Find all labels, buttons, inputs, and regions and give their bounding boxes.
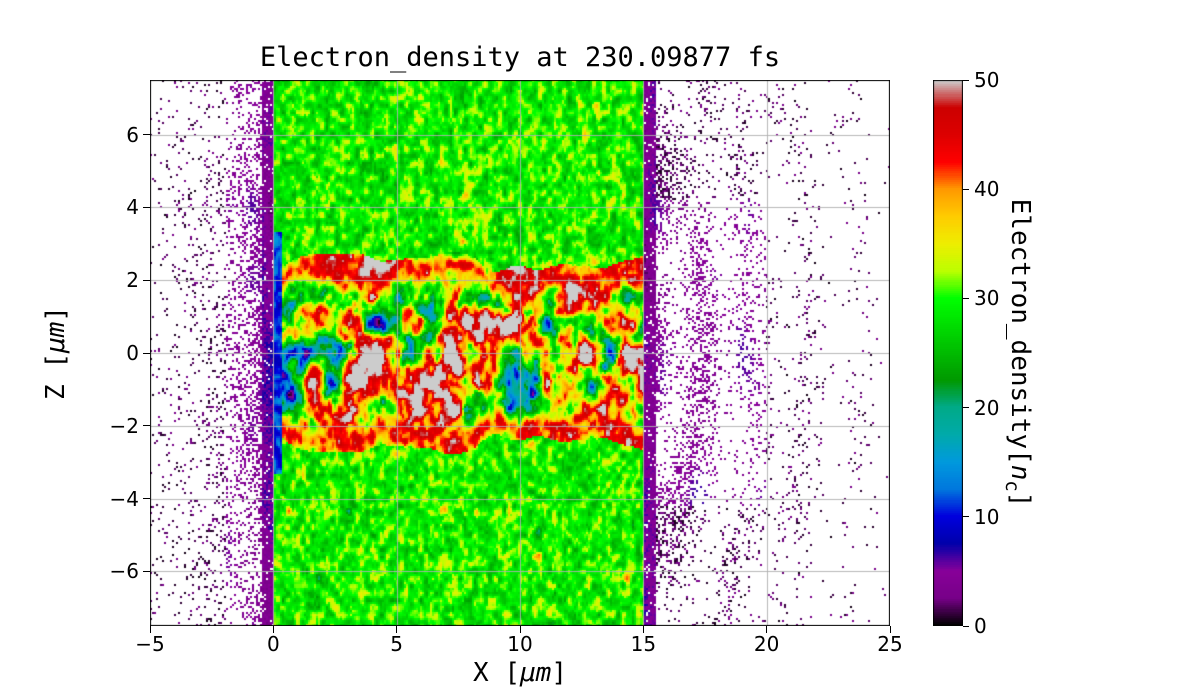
y-tick-mark [143,352,150,354]
colorbar-tick-mark [963,407,969,409]
colorbar-tick-label: 0 [974,614,987,638]
colorbar-tick-label: 20 [974,395,1000,420]
colorbar-tick-mark [963,79,969,81]
y-tick-label: 2 [126,268,139,293]
x-axis-unit: μm [520,658,552,688]
x-tick-mark [149,626,151,633]
colorbar [933,80,963,626]
x-tick-label: 20 [753,632,780,656]
y-tick-label: −2 [109,413,139,438]
y-tick-mark [143,279,150,281]
x-tick-mark [889,626,891,633]
y-tick-mark [143,570,150,572]
y-tick-mark [143,134,150,136]
x-axis-label-prefix: X [ [473,658,520,688]
y-tick-mark [143,498,150,500]
colorbar-label-close: ] [1005,491,1036,508]
x-tick-label: 5 [390,632,404,656]
colorbar-tick-label: 50 [974,68,1000,92]
colorbar-label-var: n [1005,464,1036,481]
x-tick-label: 15 [630,632,657,656]
y-tick-label: 0 [126,341,139,365]
colorbar-label: Electron_density[nc] [1001,199,1035,508]
colorbar-tick-mark [963,516,969,518]
colorbar-label-text: Electron_density[ [1005,198,1036,465]
x-tick-label: −5 [135,632,165,656]
x-tick-mark [396,626,398,633]
x-tick-label: 0 [266,632,280,656]
y-tick-label: −6 [109,559,139,584]
y-tick-mark [143,206,150,208]
colorbar-tick-label: 40 [974,177,1000,202]
colorbar-tick-label: 30 [974,286,1000,311]
heatmap-plot-area [150,80,890,626]
x-tick-mark [642,626,644,633]
y-tick-mark [143,425,150,427]
y-tick-label: 4 [126,195,139,220]
colorbar-tick-mark [963,297,969,299]
y-axis-label: Z [μm] [41,306,71,400]
colorbar-tick-mark [963,625,969,627]
heatmap-canvas [150,80,890,626]
x-tick-label: 10 [507,632,533,656]
y-axis-label-prefix: Z [ [41,353,71,400]
x-tick-mark [272,626,274,633]
colorbar-label-sub: c [1000,480,1022,492]
colorbar-tick-mark [963,188,969,190]
colorbar-tick-label: 10 [974,504,1000,529]
chart-title: Electron_density at 230.09877 fs [259,42,781,73]
x-tick-mark [766,626,768,633]
y-axis-label-suffix: ] [41,306,71,322]
y-tick-label: 6 [126,122,139,147]
x-axis-label-suffix: ] [551,658,567,688]
x-tick-label: 25 [877,632,903,656]
x-tick-mark [519,626,521,633]
y-axis-unit: μm [41,321,71,353]
x-axis-label: X [μm] [150,658,890,688]
y-tick-label: −4 [109,486,139,511]
